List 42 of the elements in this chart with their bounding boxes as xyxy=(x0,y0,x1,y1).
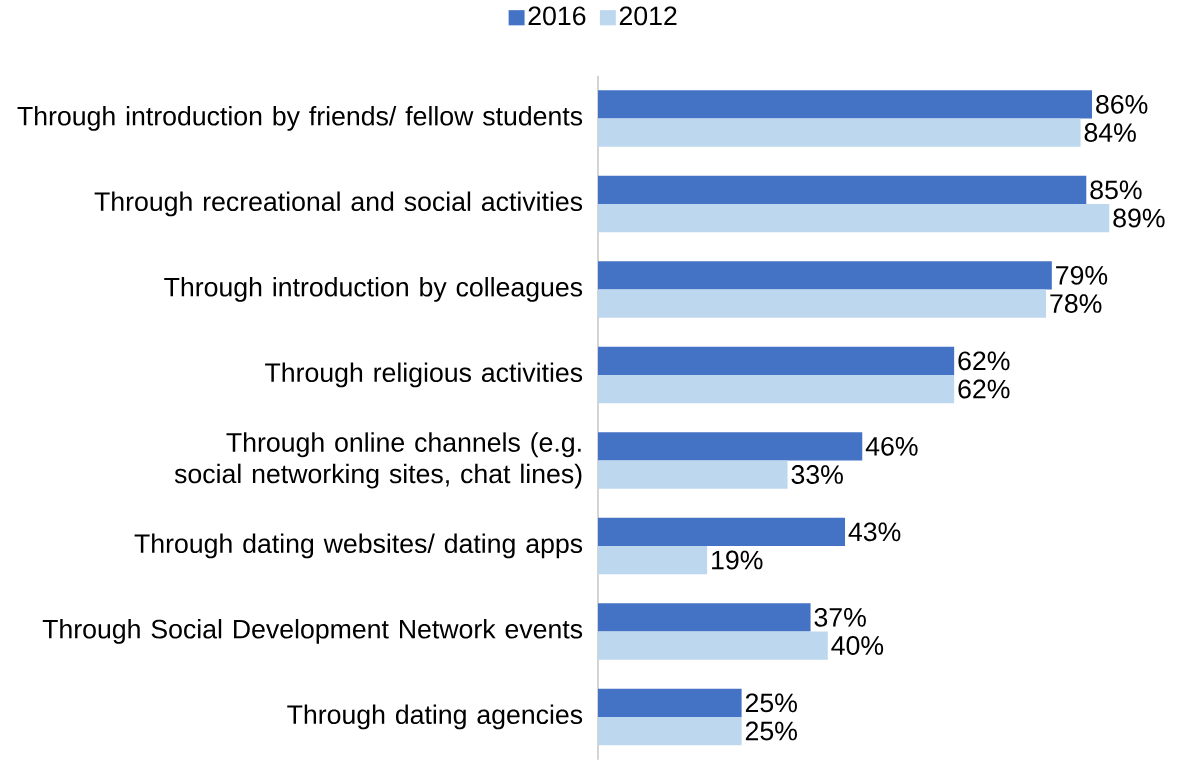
y-tick-label: Through introduction by friends/ fellow students xyxy=(17,106,583,131)
y-tick-label: Through recreational and social activities xyxy=(94,191,583,217)
bar xyxy=(598,289,1047,318)
bar xyxy=(598,346,955,375)
data-label: 43% xyxy=(848,522,901,542)
bar xyxy=(598,374,955,404)
data-label: 78% xyxy=(1050,294,1102,313)
data-label: 37% xyxy=(814,607,866,627)
bar xyxy=(598,261,1052,290)
legend-label: 2016 xyxy=(528,6,586,26)
data-label: 40% xyxy=(831,636,884,655)
data-label: 84% xyxy=(1084,123,1136,142)
legend-label: 2012 xyxy=(619,6,677,26)
data-label: 86% xyxy=(1096,94,1148,114)
data-label: 89% xyxy=(1113,208,1165,228)
bar xyxy=(598,517,846,546)
y-tick-label: Through Social Development Network events xyxy=(42,619,583,644)
bar xyxy=(598,603,811,632)
bar xyxy=(598,90,1093,119)
data-label: 62% xyxy=(958,351,1010,371)
data-label: 46% xyxy=(865,436,918,456)
y-tick-label: Through introduction by colleagues xyxy=(164,277,583,302)
y-tick-label: Through dating agencies xyxy=(287,704,583,730)
data-label: 25% xyxy=(745,693,797,713)
bar xyxy=(598,688,742,717)
data-label: 25% xyxy=(745,721,797,741)
bar xyxy=(598,716,742,746)
bar xyxy=(598,203,1110,233)
data-label: 85% xyxy=(1090,180,1142,200)
bar xyxy=(598,432,863,461)
data-label: 62% xyxy=(958,379,1010,399)
bar xyxy=(598,460,788,489)
y-tick-label: Through dating websites/ dating apps xyxy=(134,533,583,559)
bar xyxy=(598,545,708,575)
bar xyxy=(598,118,1081,147)
data-label: 19% xyxy=(712,550,763,570)
y-tick-label: Through religious activities xyxy=(265,362,583,388)
data-label: 33% xyxy=(791,465,843,484)
data-label: 79% xyxy=(1056,265,1108,285)
bar xyxy=(598,631,828,660)
bar xyxy=(598,175,1087,204)
y-tick-label: Through online channels (e.g. social networking sites, chat lines) xyxy=(174,432,582,489)
